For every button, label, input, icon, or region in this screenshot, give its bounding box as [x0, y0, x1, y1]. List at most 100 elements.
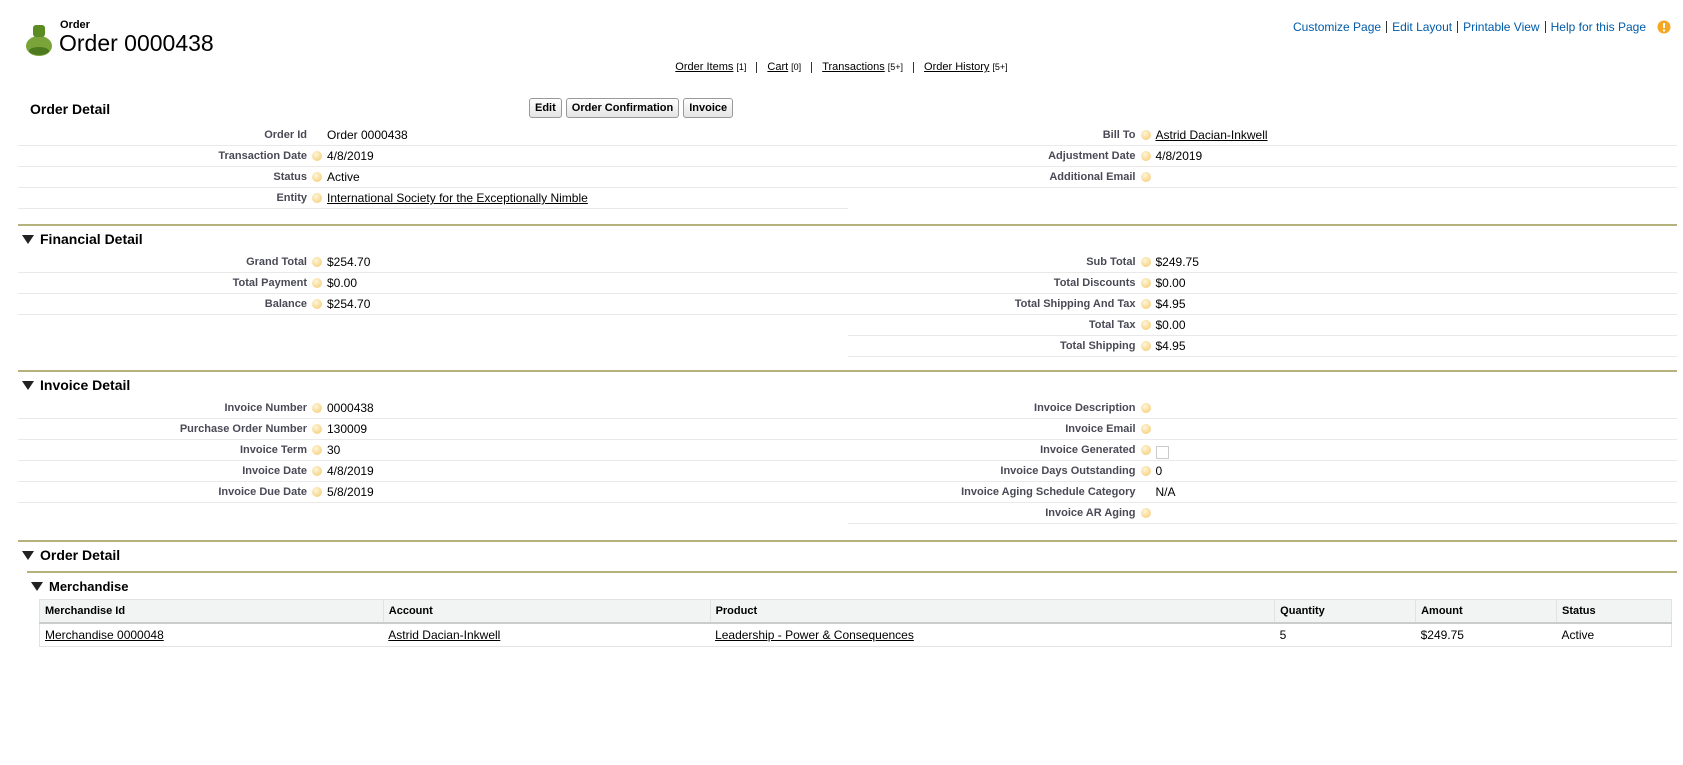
collapse-toggle[interactable] — [22, 234, 34, 244]
field-column: Sub Total $249.75 Total Discounts $0.00 Tota… — [847, 252, 1677, 357]
table-cell: Leadership - Power & Consequences — [710, 623, 1275, 647]
button[interactable]: Edit — [529, 98, 562, 118]
field-value[interactable]: International Society for the Exceptiona… — [327, 191, 588, 205]
field-row: Total Shipping And Tax $4.95 — [847, 294, 1677, 315]
help-cell — [1136, 130, 1156, 140]
collapse-toggle[interactable] — [22, 380, 34, 390]
button[interactable]: Order Confirmation — [565, 98, 680, 118]
help-bubble — [312, 403, 322, 413]
help-bubble — [1140, 299, 1151, 309]
field-value: 4/8/2019 — [1155, 149, 1203, 163]
field-label: Bill To — [1102, 129, 1136, 141]
related-link-label[interactable]: Order Items — [675, 61, 734, 73]
field-value: N/A — [1155, 485, 1176, 499]
field-row: Balance $254.70 — [18, 294, 848, 315]
field-value: $0.00 — [1155, 318, 1186, 332]
collapse-toggle[interactable] — [22, 550, 34, 560]
field-value: 4/8/2019 — [327, 149, 374, 163]
related-link-count: [5+] — [992, 62, 1008, 72]
field-label: Order Id — [264, 129, 307, 141]
help-cell — [1136, 445, 1156, 455]
data-row: Merchandise 0000048 Astrid Dacian-Inkwell… — [39, 623, 1672, 647]
help-bubble — [1140, 424, 1151, 434]
header-link[interactable]: Help for this Page — [1544, 21, 1651, 33]
merchandise-table: Merchandise Id Account Product Quantity Amou… — [39, 599, 1672, 647]
help-bubble — [312, 487, 322, 497]
help-bubble — [312, 424, 322, 434]
help-bubble — [1140, 466, 1151, 476]
field-value[interactable]: Astrid Dacian-Inkwell — [1155, 128, 1268, 142]
help-bubble — [1140, 151, 1151, 161]
field-value: $249.75 — [1155, 255, 1199, 269]
field-row: Transaction Date 4/8/2019 — [18, 146, 848, 167]
field-label: Balance — [264, 298, 307, 310]
cell-value[interactable]: Leadership - Power & Consequences — [715, 628, 914, 642]
field-row: Invoice AR Aging — [847, 503, 1677, 524]
help-bubble — [312, 299, 322, 309]
help-cell — [307, 445, 327, 455]
checkbox — [1155, 445, 1169, 459]
field-row: Order Id Order 0000438 — [18, 125, 848, 146]
help-cell — [1136, 466, 1156, 476]
field-row: Sub Total $249.75 — [847, 252, 1677, 273]
cell-value[interactable]: Astrid Dacian-Inkwell — [388, 628, 501, 642]
field-row: Bill To Astrid Dacian-Inkwell — [847, 125, 1677, 146]
related-link-label[interactable]: Cart — [767, 61, 789, 73]
field-label: Sub Total — [1086, 256, 1136, 268]
cell-value[interactable]: Merchandise 0000048 — [45, 628, 164, 642]
section-title: Order Detail — [40, 547, 121, 563]
field-label: Total Tax — [1088, 319, 1136, 331]
help-cell — [307, 299, 327, 309]
help-cell — [1136, 341, 1156, 351]
field-label: Grand Total — [246, 256, 307, 268]
help-cell — [1136, 278, 1156, 288]
table-cell: Astrid Dacian-Inkwell — [383, 623, 711, 647]
field-label: Status — [273, 171, 307, 183]
help-bubble — [312, 257, 322, 267]
order-items-section: Order Detail Merchandise Merchandise Id Acc… — [18, 540, 1677, 647]
related-link: Order Items [1] — [665, 62, 756, 73]
section-header: Financial Detail — [18, 226, 1677, 252]
related-links: Order Items [1] Cart [0] Transactions [5+] Ord… — [0, 62, 1683, 73]
field-row: Invoice Generated — [847, 440, 1677, 461]
field-label: Invoice Days Outstanding — [1000, 465, 1136, 477]
help-icon[interactable] — [1657, 20, 1671, 34]
field-row: Invoice Days Outstanding 0 — [847, 461, 1677, 482]
field-label: Total Payment — [232, 277, 307, 289]
field-label: Adjustment Date — [1048, 150, 1136, 162]
field-row: Grand Total $254.70 — [18, 252, 848, 273]
header-link[interactable]: Printable View — [1457, 21, 1545, 33]
collapse-toggle[interactable] — [31, 581, 43, 591]
related-link-count: [1] — [736, 62, 747, 72]
field-label: Invoice Generated — [1040, 444, 1136, 456]
header-link[interactable]: Customize Page — [1293, 20, 1382, 34]
help-cell — [1136, 403, 1156, 413]
related-link-label[interactable]: Order History — [924, 61, 990, 73]
help-cell — [1136, 508, 1156, 518]
header-link[interactable]: Edit Layout — [1386, 21, 1457, 33]
help-bubble — [1140, 403, 1151, 413]
section-header: Invoice Detail — [18, 372, 1677, 398]
related-link: Transactions [5+] — [811, 62, 913, 73]
field-row: Invoice Due Date 5/8/2019 — [18, 482, 848, 503]
field-value: 0 — [1155, 464, 1163, 478]
field-value: 130009 — [327, 422, 368, 436]
field-value: $0.00 — [327, 276, 358, 290]
object-label: Order — [60, 19, 90, 31]
field-columns: Grand Total $254.70 Total Payment $0.00 Bala… — [18, 252, 1677, 357]
related-link-label[interactable]: Transactions — [822, 61, 885, 73]
field-label: Invoice Description — [1034, 402, 1136, 414]
field-label: Invoice AR Aging — [1045, 507, 1136, 519]
field-row: Invoice Term 30 — [18, 440, 848, 461]
button[interactable]: Invoice — [683, 98, 734, 118]
help-cell — [307, 151, 327, 161]
field-label: Invoice Number — [224, 402, 307, 414]
section-header: Order Detail — [18, 542, 1677, 568]
field-value: $0.00 — [1155, 276, 1186, 290]
field-value: Order 0000438 — [327, 128, 408, 142]
help-bubble — [312, 172, 322, 182]
help-cell — [1136, 151, 1156, 161]
column-header: Status — [1556, 599, 1672, 624]
button-bar: Edit Order Confirmation Invoice — [529, 98, 737, 118]
table-cell: $249.75 — [1415, 623, 1557, 647]
